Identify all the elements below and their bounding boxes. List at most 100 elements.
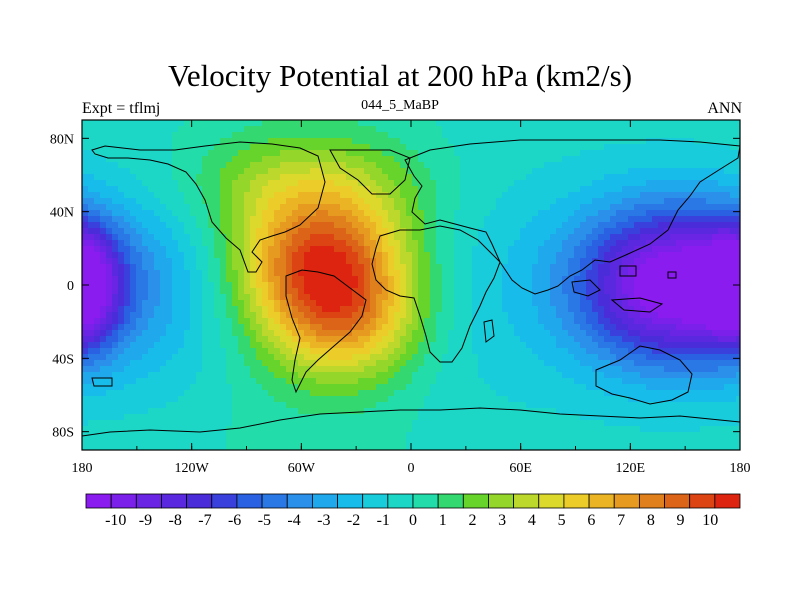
field-cell <box>208 288 215 295</box>
field-cell <box>388 132 395 139</box>
field-cell <box>538 348 545 355</box>
field-cell <box>196 288 203 295</box>
field-cell <box>262 198 269 205</box>
field-cell <box>304 426 311 433</box>
field-cell <box>376 438 383 445</box>
field-cell <box>580 204 587 211</box>
field-cell <box>496 264 503 271</box>
field-cell <box>502 192 509 199</box>
field-cell <box>136 168 143 175</box>
field-cell <box>328 420 335 427</box>
field-cell <box>316 204 323 211</box>
field-cell <box>574 354 581 361</box>
field-cell <box>556 246 563 253</box>
field-cell <box>280 240 287 247</box>
field-cell <box>298 126 305 133</box>
field-cell <box>436 258 443 265</box>
field-cell <box>496 438 503 445</box>
field-cell <box>358 174 365 181</box>
field-cell <box>244 360 251 367</box>
field-cell <box>352 216 359 223</box>
field-cell <box>94 432 101 439</box>
field-cell <box>592 324 599 331</box>
field-cell <box>124 402 131 409</box>
field-cell <box>382 240 389 247</box>
field-cell <box>148 342 155 349</box>
field-cell <box>160 306 167 313</box>
field-cell <box>256 318 263 325</box>
field-cell <box>328 282 335 289</box>
field-cell <box>520 378 527 385</box>
field-cell <box>238 138 245 145</box>
field-cell <box>154 234 161 241</box>
field-cell <box>160 432 167 439</box>
field-cell <box>178 306 185 313</box>
field-cell <box>484 216 491 223</box>
field-cell <box>196 438 203 445</box>
field-cell <box>100 222 107 229</box>
field-cell <box>466 180 473 187</box>
field-cell <box>616 342 623 349</box>
field-cell <box>334 234 341 241</box>
field-cell <box>484 120 491 127</box>
field-cell <box>418 402 425 409</box>
field-cell <box>610 126 617 133</box>
field-cell <box>214 138 221 145</box>
field-cell <box>418 372 425 379</box>
field-cell <box>568 288 575 295</box>
field-cell <box>136 186 143 193</box>
field-cell <box>154 396 161 403</box>
field-cell <box>232 126 239 133</box>
field-cell <box>220 408 227 415</box>
field-cell <box>472 360 479 367</box>
field-cell <box>442 384 449 391</box>
field-cell <box>622 342 629 349</box>
field-cell <box>484 312 491 319</box>
field-cell <box>82 222 89 229</box>
field-cell <box>214 348 221 355</box>
field-cell <box>160 396 167 403</box>
field-cell <box>532 282 539 289</box>
field-cell <box>166 306 173 313</box>
field-cell <box>370 192 377 199</box>
field-cell <box>484 222 491 229</box>
field-cell <box>340 294 347 301</box>
field-cell <box>508 420 515 427</box>
field-cell <box>208 282 215 289</box>
field-cell <box>364 330 371 337</box>
field-cell <box>292 150 299 157</box>
field-cell <box>226 156 233 163</box>
field-cell <box>244 216 251 223</box>
field-cell <box>226 438 233 445</box>
field-cell <box>460 258 467 265</box>
field-cell <box>610 408 617 415</box>
field-cell <box>160 192 167 199</box>
field-cell <box>280 138 287 145</box>
field-cell <box>478 258 485 265</box>
field-cell <box>256 132 263 139</box>
field-cell <box>316 138 323 145</box>
field-cell <box>334 438 341 445</box>
field-cell <box>262 150 269 157</box>
field-cell <box>88 354 95 361</box>
field-cell <box>382 258 389 265</box>
field-cell <box>472 366 479 373</box>
field-cell <box>148 306 155 313</box>
field-cell <box>280 222 287 229</box>
field-cell <box>244 204 251 211</box>
field-cell <box>280 330 287 337</box>
field-cell <box>304 438 311 445</box>
field-cell <box>478 402 485 409</box>
field-cell <box>88 336 95 343</box>
field-cell <box>88 174 95 181</box>
field-cell <box>574 180 581 187</box>
field-cell <box>298 132 305 139</box>
field-cell <box>220 144 227 151</box>
field-cell <box>334 258 341 265</box>
field-cell <box>190 168 197 175</box>
field-cell <box>328 390 335 397</box>
field-cell <box>88 348 95 355</box>
field-cell <box>244 438 251 445</box>
field-cell <box>280 288 287 295</box>
field-cell <box>484 336 491 343</box>
